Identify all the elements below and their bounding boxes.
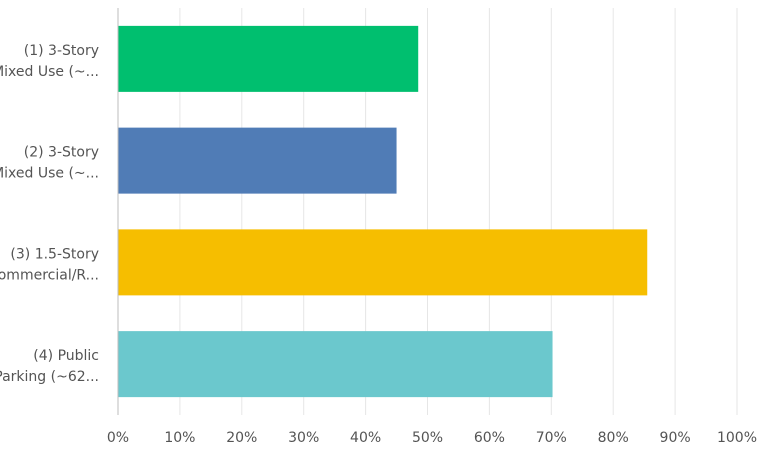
x-tick-label: 80%	[598, 430, 629, 446]
x-tick-label: 20%	[226, 430, 257, 446]
x-tick-label: 60%	[474, 430, 505, 446]
bar	[118, 229, 648, 296]
x-tick-labels: 0% 10% 20% 30% 40% 50% 60% 70% 80% 90% 100%	[107, 430, 757, 446]
category-label: (2) 3-Story Mixed Use (~...	[0, 145, 99, 182]
bar	[118, 331, 553, 398]
x-tick-label: 100%	[717, 430, 757, 446]
category-labels: (1) 3-Story Mixed Use (~... (2) 3-Story Mix…	[0, 43, 99, 385]
x-tick-label: 40%	[350, 430, 381, 446]
bars	[118, 25, 648, 398]
x-tick-label: 90%	[660, 430, 691, 446]
x-tick-label: 0%	[107, 430, 129, 446]
bar	[118, 25, 419, 92]
x-tick-label: 70%	[536, 430, 567, 446]
bar	[118, 127, 397, 194]
category-label: (1) 3-Story Mixed Use (~...	[0, 43, 99, 80]
x-tick-label: 30%	[288, 430, 319, 446]
x-tick-label: 50%	[412, 430, 443, 446]
category-label: (4) Public Parking (~62...	[0, 348, 99, 385]
x-tick-label: 10%	[164, 430, 195, 446]
category-label: (3) 1.5-StoryCommercial/R...	[0, 246, 99, 283]
